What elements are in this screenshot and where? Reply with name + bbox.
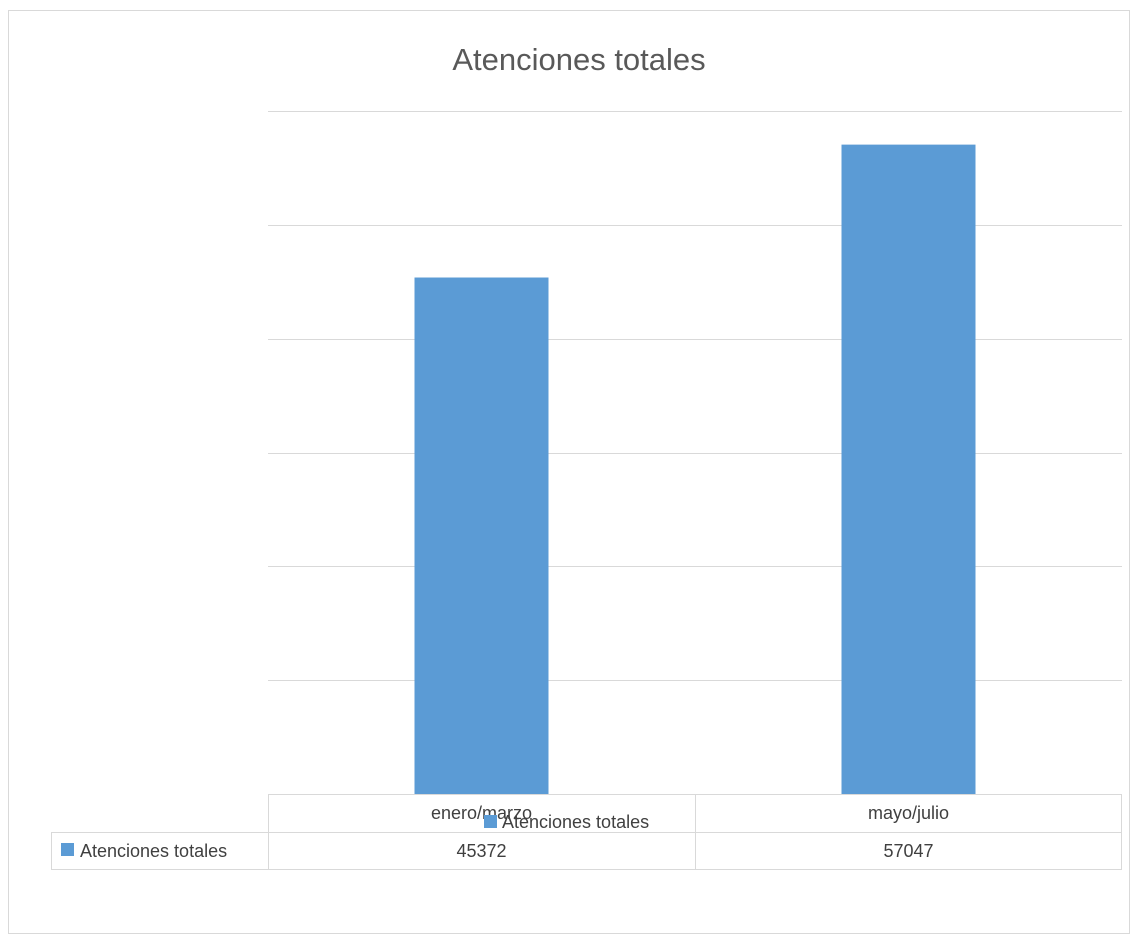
bar — [841, 144, 976, 794]
chart-title: Atenciones totales — [452, 42, 705, 77]
legend-label: Atenciones totales — [502, 812, 649, 832]
data-label: 57047 — [883, 841, 933, 861]
data-table: enero/marzo 45372 mayo/julio 57047 Atencione… — [51, 794, 1122, 870]
legend-swatch — [484, 815, 497, 828]
series-row-label: Atenciones totales — [80, 841, 227, 861]
category-label: mayo/julio — [868, 803, 949, 823]
data-label: 45372 — [456, 841, 506, 861]
category-label: enero/marzo — [431, 803, 532, 823]
bars — [414, 144, 976, 795]
bar — [414, 277, 549, 795]
legend: Atenciones totales — [484, 812, 649, 832]
gridlines — [268, 111, 1122, 681]
series-key-swatch — [61, 843, 74, 856]
